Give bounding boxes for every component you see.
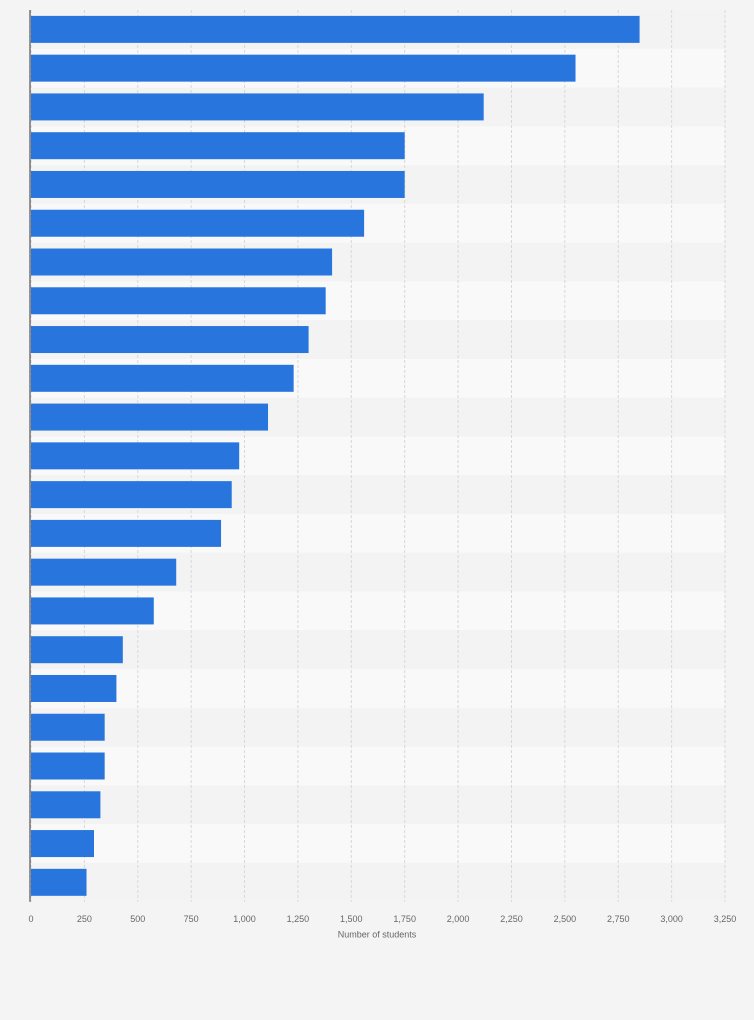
bar — [31, 403, 269, 431]
x-tick-label: 1,750 — [393, 914, 416, 924]
row-band — [31, 669, 725, 708]
row-band — [31, 707, 725, 747]
bar — [31, 132, 405, 160]
bar — [31, 597, 154, 625]
row-band — [31, 630, 725, 670]
x-tick-label: 0 — [28, 914, 33, 924]
row-band — [31, 862, 725, 902]
row-band — [31, 746, 725, 786]
row-band — [31, 785, 725, 825]
bar — [31, 674, 117, 702]
x-tick-label: 2,250 — [500, 914, 523, 924]
bar — [31, 868, 87, 896]
x-tick-label: 2,000 — [447, 914, 470, 924]
bar — [31, 830, 94, 858]
bar — [31, 364, 294, 392]
x-tick-label: 3,000 — [660, 914, 683, 924]
bar — [31, 287, 326, 315]
bar — [31, 558, 177, 586]
x-tick-label: 1,000 — [233, 914, 256, 924]
x-tick-label: 500 — [130, 914, 145, 924]
bar — [31, 170, 405, 198]
x-tick-label: 250 — [77, 914, 92, 924]
bar — [31, 442, 240, 470]
bar — [31, 752, 105, 780]
bar — [31, 248, 333, 276]
bar — [31, 713, 105, 741]
x-tick-label: 2,750 — [607, 914, 630, 924]
x-tick-label: 2,500 — [554, 914, 577, 924]
bar — [31, 636, 123, 664]
x-tick-label: 3,250 — [714, 914, 737, 924]
bar — [31, 54, 576, 82]
bar — [31, 791, 101, 819]
bar — [31, 481, 232, 509]
bar — [31, 15, 640, 43]
row-band — [31, 824, 725, 863]
bar — [31, 209, 365, 237]
x-tick-label: 1,250 — [287, 914, 310, 924]
bar — [31, 519, 222, 547]
x-axis-title: Number of students — [338, 929, 417, 939]
bar — [31, 93, 484, 121]
x-tick-label: 1,500 — [340, 914, 363, 924]
bar — [31, 326, 309, 354]
x-tick-label: 750 — [184, 914, 199, 924]
